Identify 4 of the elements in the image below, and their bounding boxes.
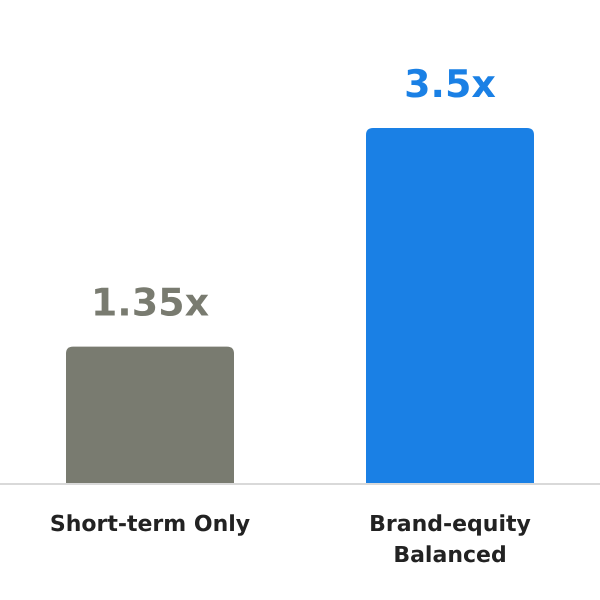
x-tick-label: Brand-equity Balanced	[369, 512, 531, 568]
x-tick-label: Short-term Only	[50, 512, 250, 537]
data-label: 1.35x	[90, 280, 210, 325]
data-label: 3.5x	[404, 62, 496, 106]
